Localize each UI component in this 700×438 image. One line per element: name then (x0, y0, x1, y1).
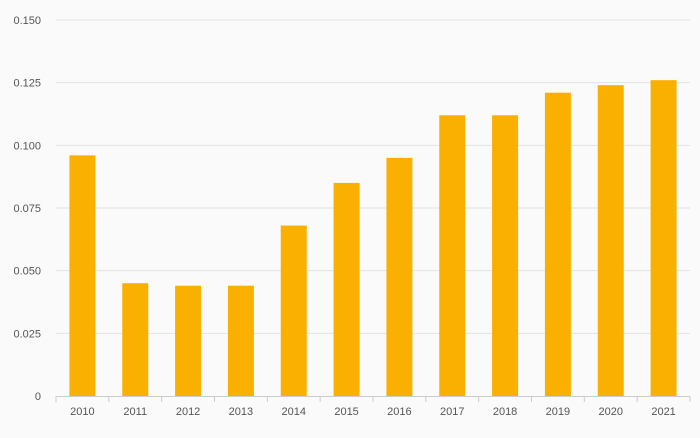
x-tick-label: 2018 (493, 406, 517, 418)
x-tick-label: 2014 (282, 406, 306, 418)
y-tick-label: 0.050 (13, 266, 41, 278)
bar-2014[interactable] (280, 225, 307, 396)
bar-2017[interactable] (439, 115, 466, 397)
bars (69, 80, 677, 397)
x-axis-tick-labels: 2010 2011 2012 2013 2014 2015 2016 2017 2018 2019… (70, 406, 676, 418)
x-tick-label: 2010 (70, 406, 94, 418)
x-tick-label: 2020 (599, 406, 623, 418)
x-tick-label: 2017 (440, 406, 464, 418)
x-tick-label: 2011 (123, 406, 147, 418)
bar-2021[interactable] (650, 80, 677, 396)
bar-2019[interactable] (544, 92, 571, 397)
x-tick-label: 2013 (229, 406, 253, 418)
y-tick-label: 0.150 (13, 15, 41, 27)
x-tick-label: 2015 (334, 406, 358, 418)
y-tick-label: 0.100 (13, 140, 41, 152)
bar-2012[interactable] (175, 285, 202, 396)
x-tick-label: 2016 (387, 406, 411, 418)
y-tick-label: 0.075 (13, 203, 41, 215)
y-tick-label: 0.125 (13, 78, 41, 90)
bar-2020[interactable] (597, 85, 624, 396)
bar-2010[interactable] (69, 155, 96, 396)
x-tick-label: 2012 (176, 406, 200, 418)
y-tick-label: 0 (35, 391, 41, 403)
gridlines (56, 19, 690, 334)
bar-2013[interactable] (227, 285, 254, 396)
bar-2015[interactable] (333, 182, 360, 396)
y-tick-label: 0.025 (13, 328, 41, 340)
bar-2016[interactable] (386, 157, 413, 396)
x-axis (55, 396, 691, 402)
bar-2011[interactable] (122, 283, 149, 396)
y-axis-tick-labels: 0 0.025 0.050 0.075 0.100 0.125 0.150 (13, 15, 41, 403)
x-tick-label: 2021 (651, 406, 675, 418)
x-tick-label: 2019 (546, 406, 570, 418)
bar-2018[interactable] (492, 115, 519, 397)
